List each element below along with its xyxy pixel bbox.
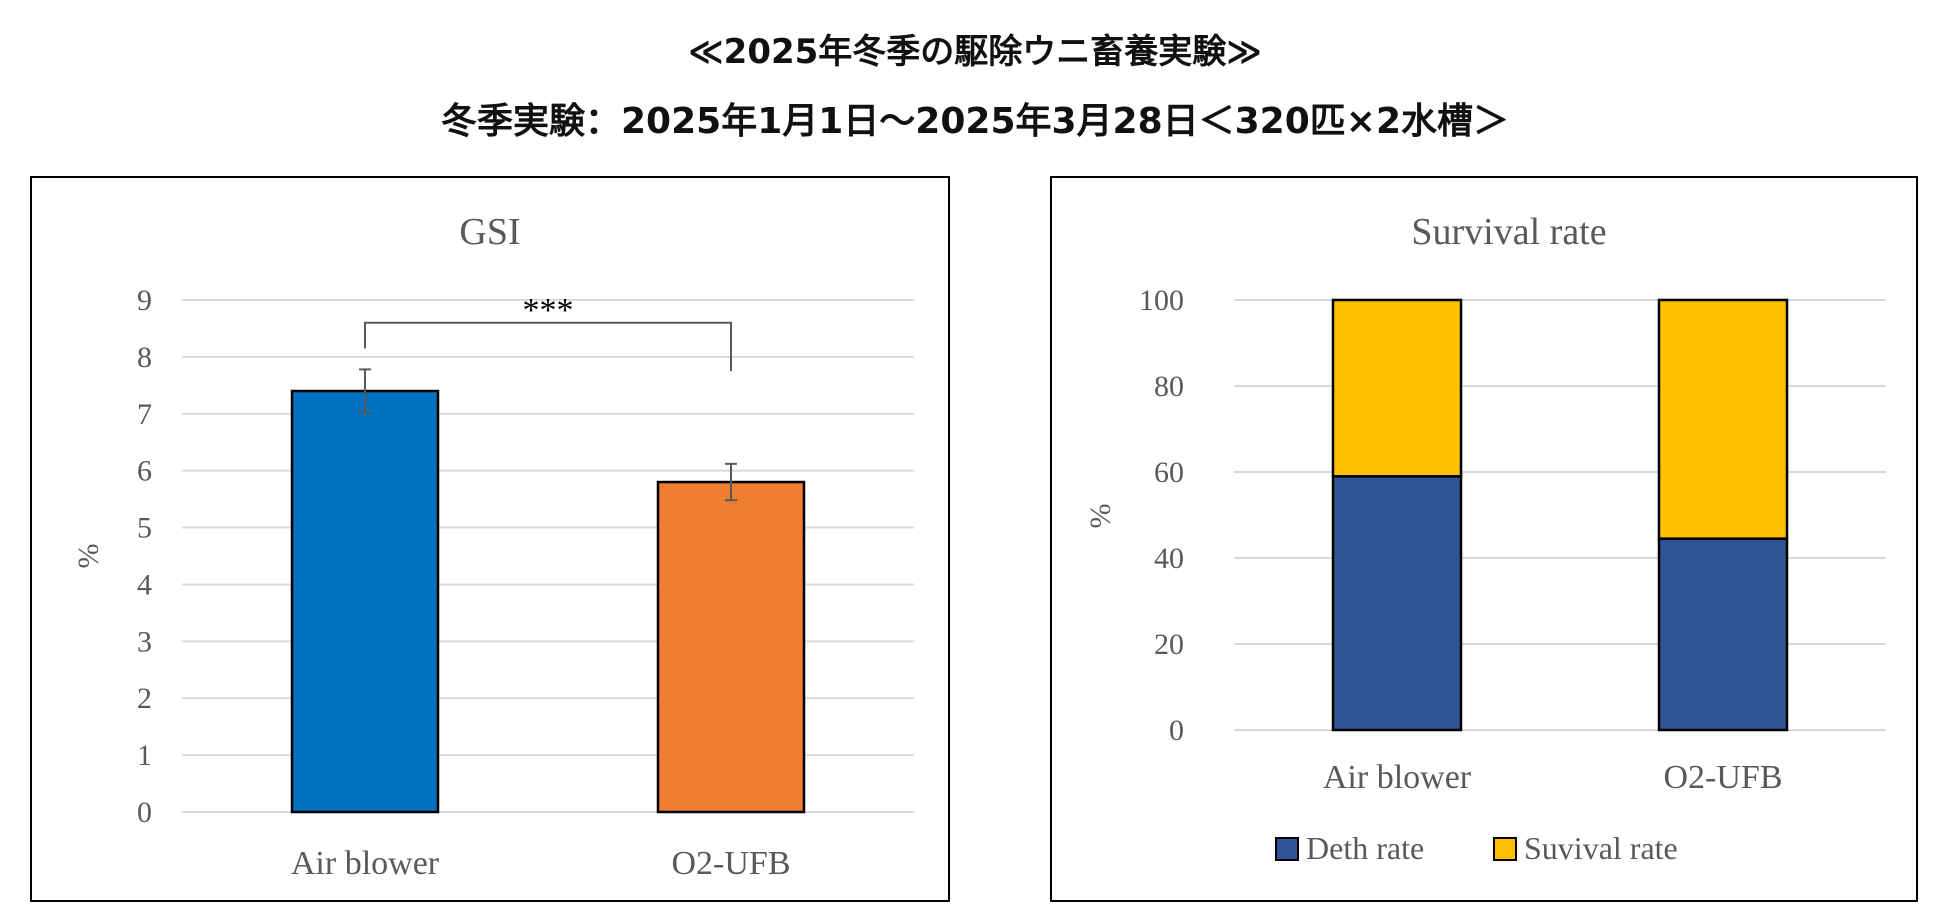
survival-x-tick-label: Air blower <box>1323 759 1472 796</box>
gsi-bar-o2-ufb <box>656 480 806 814</box>
gsi-y-tick-label: 4 <box>137 568 152 601</box>
gsi-x-tick-label: Air blower <box>291 845 440 882</box>
legend-swatch <box>1275 837 1299 861</box>
survival-x-tick-label: O2-UFB <box>1663 759 1782 796</box>
figure-title: ≪2025年冬季の駆除ウニ畜養実験≫ <box>688 32 1262 72</box>
survival-rate-bar-air-blower <box>1331 298 1463 478</box>
figure-subtitle: 冬季実験：2025年1月1日～2025年3月28日＜320匹×2水槽＞ <box>441 101 1509 142</box>
gsi-chart-panel: GSI 0 1 2 3 4 5 6 7 8 9 *** Air blower O2-UFB % <box>30 176 950 902</box>
legend-item-death-rate: Deth rate <box>1275 830 1424 866</box>
survival-y-tick-label: 40 <box>1154 542 1184 575</box>
survival-rate-bar-o2-ufb <box>1657 298 1789 540</box>
survival-y-tick-label: 20 <box>1154 628 1184 661</box>
gsi-y-tick-label: 7 <box>137 398 152 431</box>
gsi-y-tick-label: 6 <box>137 455 152 488</box>
survival-y-axis-label: % <box>1084 504 1117 529</box>
legend-swatch <box>1493 837 1517 861</box>
survival-chart-title: Survival rate <box>1411 211 1606 253</box>
gsi-y-tick-label: 5 <box>137 512 152 545</box>
gsi-y-tick-label: 3 <box>137 625 152 658</box>
legend-label: Deth rate <box>1306 830 1424 866</box>
death-rate-bar-o2-ufb <box>1657 537 1789 732</box>
gsi-y-tick-label: 9 <box>137 284 152 317</box>
gsi-y-tick-label: 1 <box>137 739 152 772</box>
survival-chart-panel: Survival rate 0 20 40 60 80 100 Air blower O2-… <box>1050 176 1918 902</box>
survival-y-tick-label: 60 <box>1154 456 1184 489</box>
gsi-bar-air-blower <box>290 389 440 814</box>
gsi-y-tick-label: 0 <box>137 796 152 829</box>
gsi-chart: GSI 0 1 2 3 4 5 6 7 8 9 *** Air blower O2-UFB % <box>72 211 914 882</box>
legend-item-survival-rate: Suvival rate <box>1493 830 1678 866</box>
gsi-y-axis-label: % <box>72 544 105 569</box>
survival-y-tick-label: 0 <box>1169 714 1184 747</box>
survival-y-tick-label: 80 <box>1154 370 1184 403</box>
gsi-y-tick-label: 2 <box>137 682 152 715</box>
gsi-chart-title: GSI <box>459 211 520 253</box>
gsi-y-tick-label: 8 <box>137 341 152 374</box>
survival-y-tick-label: 100 <box>1139 284 1184 317</box>
survival-chart: Survival rate 0 20 40 60 80 100 Air blower O2-… <box>1084 211 1886 866</box>
legend-label: Suvival rate <box>1524 830 1678 866</box>
gsi-error-bar <box>359 368 371 414</box>
significance-label: *** <box>523 292 574 329</box>
death-rate-bar-air-blower <box>1331 475 1463 732</box>
gsi-x-tick-label: O2-UFB <box>671 845 790 882</box>
gsi-error-bar <box>725 462 737 502</box>
significance-bracket <box>364 321 732 372</box>
